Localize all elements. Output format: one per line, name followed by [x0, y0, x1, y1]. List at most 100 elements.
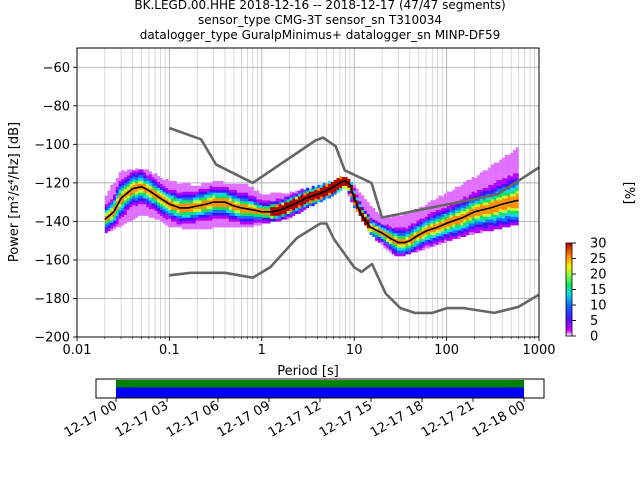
- psd-cell: [110, 219, 114, 223]
- psd-cell: [482, 184, 486, 188]
- psd-cell: [107, 225, 111, 229]
- psd-cell: [474, 183, 478, 187]
- psd-cell: [306, 193, 310, 197]
- psd-cell: [292, 206, 296, 211]
- psd-cell: [493, 217, 497, 221]
- psd-cell: [107, 216, 111, 220]
- psd-cell: [468, 194, 472, 198]
- psd-cell: [206, 223, 210, 227]
- psd-cell: [135, 179, 139, 184]
- psd-cell: [405, 222, 409, 226]
- psd-cell: [446, 231, 450, 236]
- psd-cell: [234, 224, 238, 228]
- psd-cell: [355, 197, 359, 201]
- psd-cell: [176, 186, 180, 190]
- psd-cell: [501, 215, 505, 219]
- psd-cell: [118, 178, 122, 182]
- psd-cell: [488, 187, 492, 191]
- psd-cell: [488, 170, 492, 174]
- psd-cell: [248, 189, 252, 193]
- psd-cell: [223, 198, 227, 202]
- psd-cell: [300, 205, 304, 210]
- psd-cell: [198, 191, 202, 195]
- psd-cell: [113, 194, 117, 198]
- psd-cell: [394, 244, 398, 248]
- figure-title-line-3: datalogger_type GuralpMinimus+ datalogge…: [139, 28, 501, 42]
- psd-cell: [234, 212, 238, 216]
- psd-cell: [438, 215, 442, 219]
- psd-cell: [369, 220, 373, 224]
- psd-cell: [477, 221, 481, 225]
- psd-cell: [187, 220, 191, 224]
- psd-cell: [124, 200, 128, 204]
- psd-cell: [275, 195, 279, 199]
- y-tick-label: −100: [34, 138, 70, 153]
- psd-cell: [146, 209, 150, 213]
- psd-cell: [165, 205, 169, 209]
- psd-cell: [444, 199, 447, 203]
- psd-cell: [239, 204, 243, 208]
- psd-cell: [239, 209, 243, 213]
- psd-cell: [217, 180, 221, 185]
- psd-cell: [496, 162, 500, 166]
- psd-cell: [336, 180, 340, 185]
- psd-cell: [496, 197, 500, 201]
- psd-cell: [468, 185, 472, 189]
- psd-cell: [187, 208, 191, 212]
- psd-cell: [493, 208, 497, 212]
- psd-cell: [408, 228, 412, 232]
- psd-cell: [507, 224, 511, 228]
- psd-cell: [118, 204, 122, 208]
- psd-cell: [474, 201, 478, 205]
- psd-cell: [107, 202, 111, 206]
- psd-cell: [157, 181, 161, 185]
- psd-cell: [239, 201, 243, 205]
- psd-cell: [248, 215, 252, 219]
- psd-cell: [468, 182, 472, 186]
- psd-cell: [242, 212, 246, 216]
- psd-cell: [441, 216, 445, 220]
- psd-cell: [223, 186, 227, 190]
- psd-cell: [157, 190, 161, 194]
- psd-cell: [408, 219, 412, 223]
- psd-cell: [234, 186, 238, 190]
- psd-cell: [168, 206, 172, 211]
- psd-cell: [184, 191, 188, 195]
- psd-cell: [187, 214, 191, 218]
- psd-cell: [364, 199, 368, 203]
- psd-cell: [419, 238, 423, 242]
- psd-cell: [248, 186, 252, 190]
- psd-cell: [206, 191, 210, 195]
- psd-cell: [171, 218, 174, 222]
- psd-cell: [226, 221, 230, 225]
- psd-cell: [292, 192, 296, 196]
- psd-cell: [223, 209, 227, 213]
- psd-cell: [510, 222, 514, 226]
- psd-cell: [228, 189, 232, 193]
- psd-cell: [455, 232, 459, 237]
- psd-cell: [512, 173, 516, 177]
- psd-cell: [405, 213, 409, 217]
- psd-cell: [242, 224, 246, 228]
- psd-cell: [126, 178, 130, 182]
- psd-cell: [496, 226, 500, 230]
- psd-cell: [457, 189, 461, 193]
- psd-cell: [135, 208, 139, 212]
- psd-cell: [129, 218, 133, 222]
- psd-cell: [433, 211, 436, 215]
- psd-cell: [204, 217, 208, 221]
- psd-cell: [115, 221, 119, 225]
- psd-cell: [490, 184, 494, 188]
- psd-cell: [479, 192, 483, 196]
- psd-cell: [490, 167, 494, 171]
- psd-cell: [424, 228, 428, 232]
- psd-cell: [333, 179, 337, 184]
- psd-cell: [466, 188, 470, 192]
- psd-cell: [482, 187, 486, 191]
- psd-cell: [427, 245, 431, 249]
- psd-cell: [173, 224, 177, 228]
- psd-cell: [427, 205, 431, 209]
- psd-cell: [482, 176, 486, 180]
- psd-cell: [446, 237, 450, 241]
- psd-cell: [444, 225, 447, 229]
